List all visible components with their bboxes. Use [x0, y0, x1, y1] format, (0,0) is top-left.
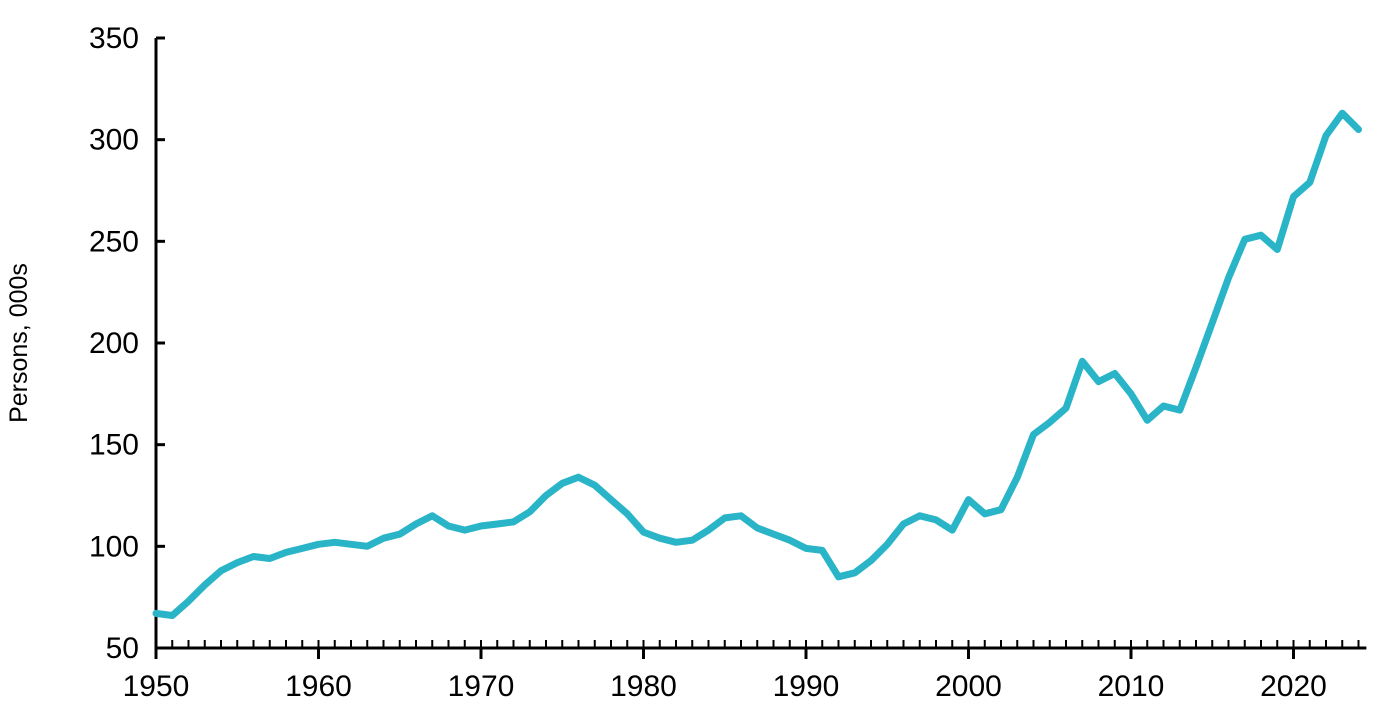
y-tick-label: 350	[89, 22, 139, 55]
y-tick-label: 100	[89, 530, 139, 563]
axis-ticks	[154, 36, 1360, 659]
x-tick-label: 1950	[123, 670, 190, 703]
x-tick-label: 2020	[1260, 670, 1327, 703]
y-tick-label: 200	[89, 327, 139, 360]
x-tick-label: 1960	[285, 670, 352, 703]
y-axis-title: Persons, 000s	[5, 263, 33, 423]
x-tick-label: 1990	[773, 670, 840, 703]
x-tick-label: 1970	[448, 670, 515, 703]
axes	[154, 38, 1367, 650]
x-tick-label: 2000	[935, 670, 1002, 703]
series-line-persons	[152, 109, 1362, 619]
y-tick-label: 250	[89, 225, 139, 258]
x-tick-label: 1980	[610, 670, 677, 703]
x-tick-label: 2010	[1098, 670, 1165, 703]
y-tick-label: 150	[89, 429, 139, 462]
axis-tick-labels: 50 100 150 200 250 300 350 1950 1960 1970 1980 1990…	[89, 22, 1327, 703]
y-tick-label: 300	[89, 124, 139, 157]
y-tick-label: 50	[106, 632, 139, 665]
